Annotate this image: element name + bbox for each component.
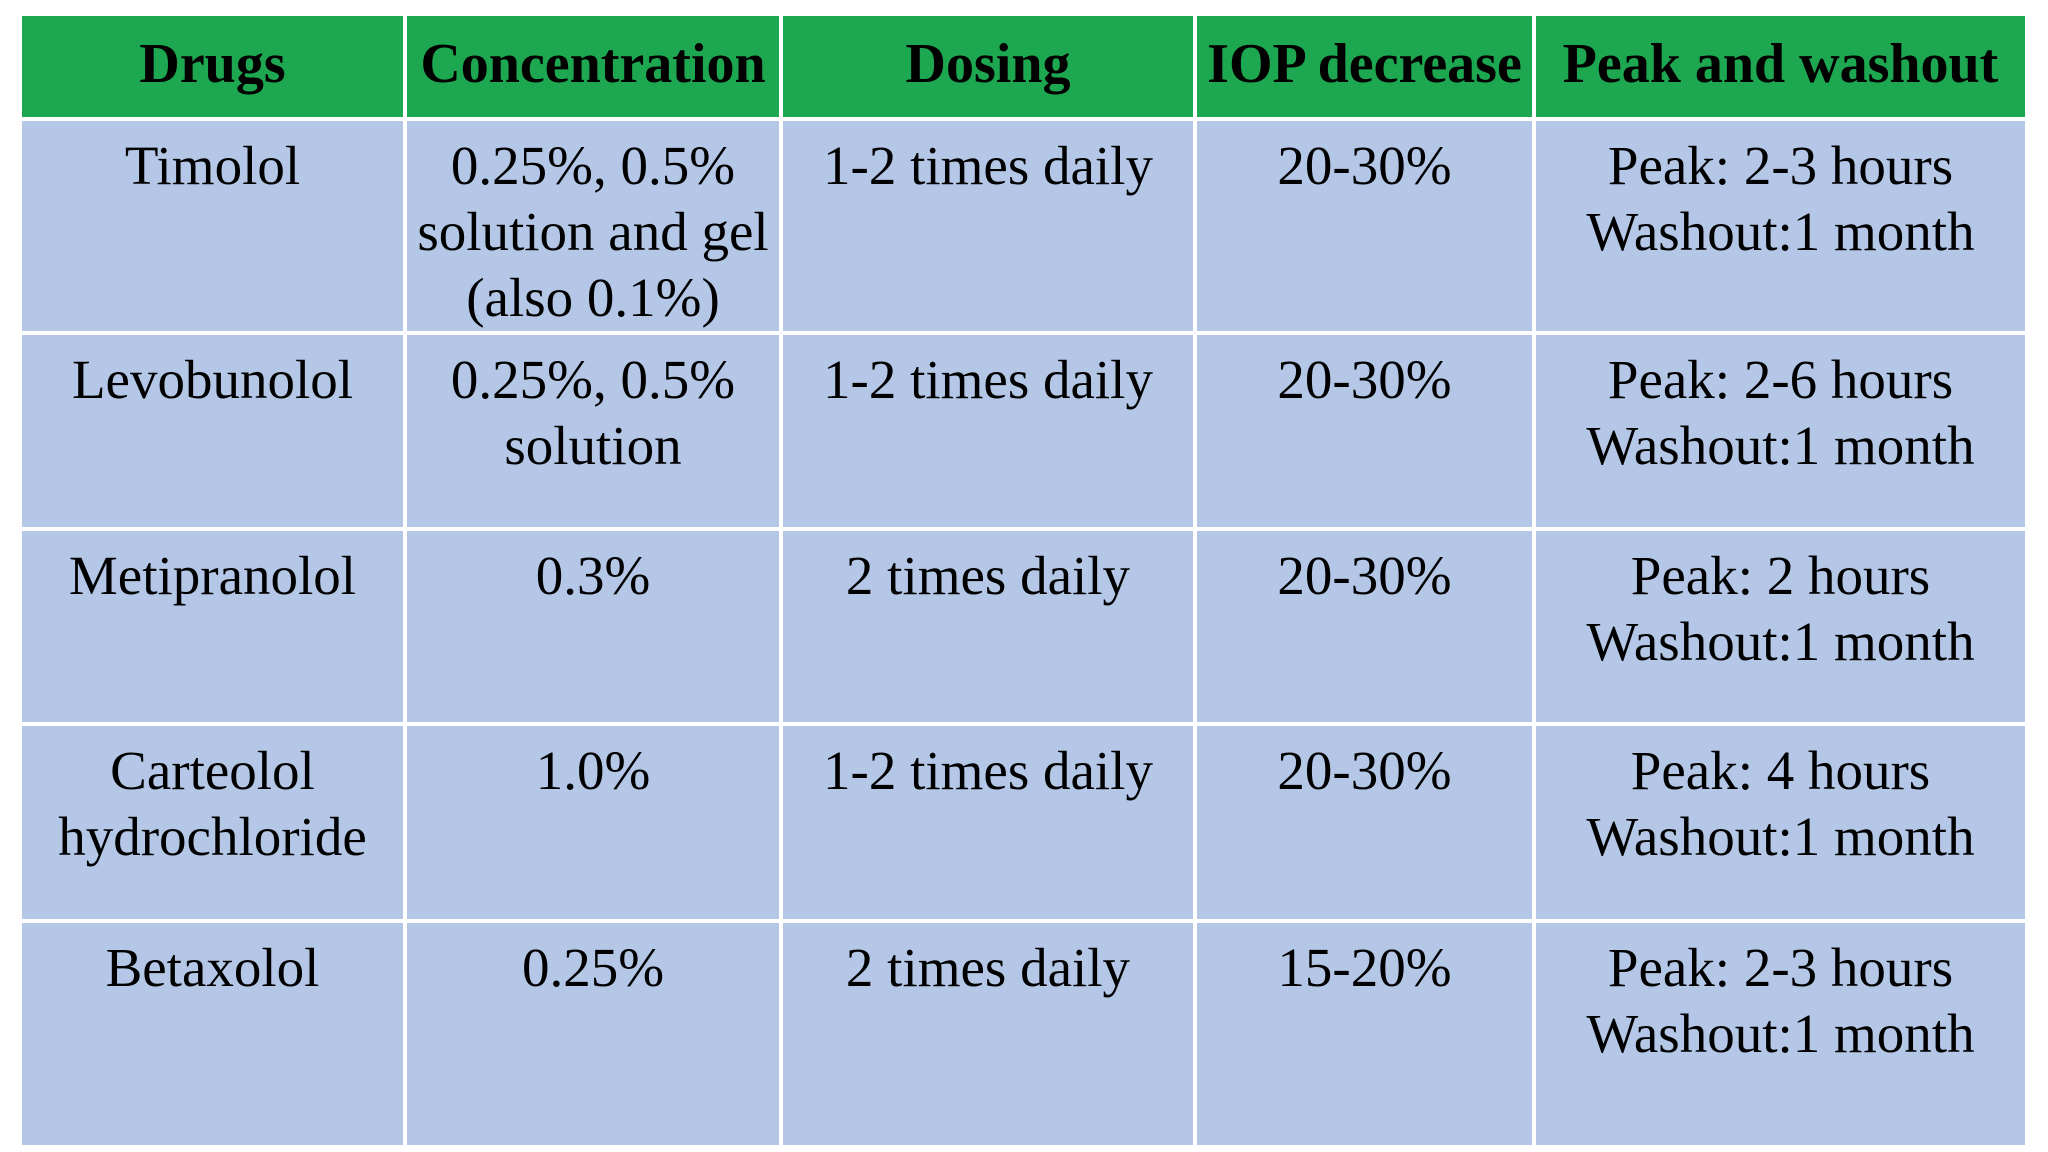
drug-name-cell: Levobunolol <box>18 331 407 531</box>
dosing-cell: 1-2 times daily <box>779 331 1197 531</box>
dosing-cell: 1-2 times daily <box>779 117 1197 335</box>
column-header-drugs: Drugs <box>18 12 407 121</box>
table-row: Betaxolol 0.25% 2 times daily 15-20% Pea… <box>18 919 2029 1149</box>
column-header-peak-washout: Peak and washout <box>1532 12 2029 121</box>
peak-washout-cell: Peak: 4 hours Washout:1 month <box>1532 722 2029 923</box>
concentration-cell: 1.0% <box>403 722 783 923</box>
table-row: Levobunolol 0.25%, 0.5% solution 1-2 time… <box>18 331 2029 531</box>
peak-washout-cell: Peak: 2 hours Washout:1 month <box>1532 527 2029 726</box>
table-row: Carteolol hydrochloride 1.0% 1-2 times da… <box>18 722 2029 923</box>
table-row: Timolol 0.25%, 0.5% solution and gel (also… <box>18 117 2029 335</box>
dosing-cell: 2 times daily <box>779 527 1197 726</box>
concentration-cell: 0.25% <box>403 919 783 1149</box>
column-header-iop-decrease: IOP decrease <box>1193 12 1536 121</box>
column-header-concentration: Concentration <box>403 12 783 121</box>
concentration-cell: 0.25%, 0.5% solution <box>403 331 783 531</box>
dosing-cell: 1-2 times daily <box>779 722 1197 923</box>
drug-name-cell: Betaxolol <box>18 919 407 1149</box>
concentration-cell: 0.25%, 0.5% solution and gel (also 0.1%) <box>403 117 783 335</box>
peak-washout-cell: Peak: 2-3 hours Washout:1 month <box>1532 919 2029 1149</box>
concentration-cell: 0.3% <box>403 527 783 726</box>
iop-decrease-cell: 20-30% <box>1193 117 1536 335</box>
iop-decrease-cell: 20-30% <box>1193 331 1536 531</box>
iop-decrease-cell: 20-30% <box>1193 527 1536 726</box>
drug-name-cell: Metipranolol <box>18 527 407 726</box>
peak-washout-cell: Peak: 2-3 hours Washout:1 month <box>1532 117 2029 335</box>
drug-name-cell: Timolol <box>18 117 407 335</box>
table-row: Metipranolol 0.3% 2 times daily 20-30% P… <box>18 527 2029 726</box>
dosing-cell: 2 times daily <box>779 919 1197 1149</box>
iop-decrease-cell: 15-20% <box>1193 919 1536 1149</box>
beta-blocker-drugs-table: Drugs Concentration Dosing IOP decrease … <box>18 12 2029 1149</box>
header-row: Drugs Concentration Dosing IOP decrease … <box>18 12 2029 121</box>
drug-name-cell: Carteolol hydrochloride <box>18 722 407 923</box>
column-header-dosing: Dosing <box>779 12 1197 121</box>
peak-washout-cell: Peak: 2-6 hours Washout:1 month <box>1532 331 2029 531</box>
iop-decrease-cell: 20-30% <box>1193 722 1536 923</box>
